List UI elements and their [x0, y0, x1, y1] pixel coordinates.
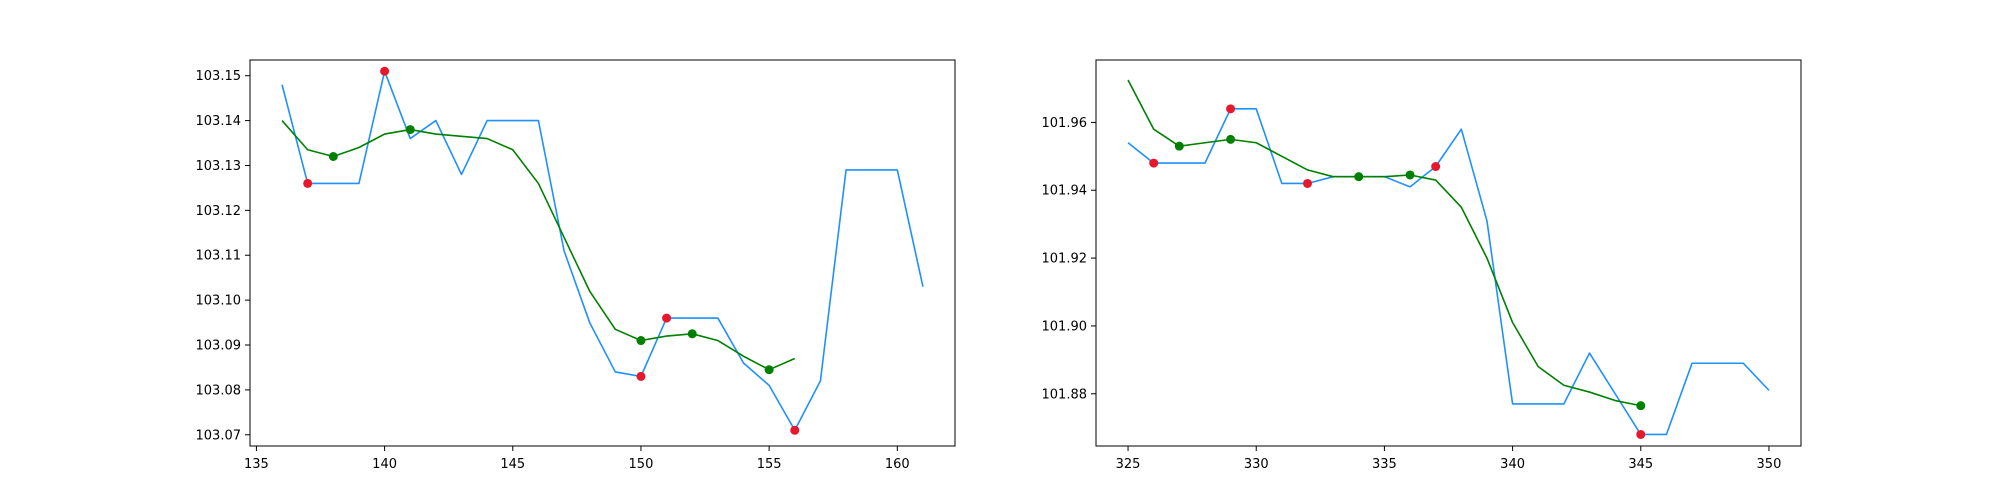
- x-tick-label: 350: [1757, 457, 1782, 472]
- red-marker-point: [1636, 429, 1646, 439]
- red-marker-point: [790, 425, 800, 435]
- green-marker-point: [405, 125, 415, 135]
- y-tick-label: 103.11: [196, 249, 242, 264]
- x-tick-label: 145: [500, 457, 525, 472]
- x-tick-label: 330: [1244, 457, 1269, 472]
- x-tick-label: 150: [629, 457, 654, 472]
- x-tick-label: 160: [885, 457, 910, 472]
- x-tick-label: 135: [244, 457, 269, 472]
- x-tick-label: 155: [757, 457, 782, 472]
- green-marker-point: [1636, 401, 1646, 411]
- y-tick-label: 101.92: [1042, 252, 1088, 267]
- price-line: [281, 70, 924, 432]
- red-marker-point: [636, 371, 646, 381]
- green-marker-point: [636, 336, 646, 346]
- y-tick-label: 103.08: [196, 383, 242, 398]
- red-marker-point: [380, 66, 390, 76]
- y-tick-label: 101.96: [1042, 116, 1088, 131]
- y-tick-label: 103.12: [196, 204, 242, 219]
- y-tick-label: 103.13: [196, 159, 242, 174]
- green-marker-point: [328, 152, 338, 161]
- green-marker-point: [764, 365, 774, 375]
- y-tick-label: 103.07: [196, 428, 242, 443]
- green-marker-point: [1354, 172, 1364, 182]
- x-tick-label: 345: [1628, 457, 1653, 472]
- green-marker-point: [1405, 170, 1415, 180]
- red-marker-point: [1431, 162, 1441, 172]
- x-tick-label: 340: [1500, 457, 1525, 472]
- axes-frame: [1095, 59, 1802, 447]
- smoothed-line: [281, 120, 796, 371]
- green-marker-point: [687, 329, 697, 339]
- red-marker-point: [662, 313, 672, 323]
- y-tick-label: 101.94: [1042, 184, 1088, 199]
- red-marker-point: [1226, 104, 1236, 114]
- x-tick-label: 325: [1116, 457, 1141, 472]
- red-marker-point: [1303, 178, 1312, 188]
- smoothed-line: [1127, 79, 1641, 407]
- green-marker-point: [1174, 141, 1184, 151]
- red-marker-point: [1149, 158, 1159, 168]
- y-tick-label: 101.90: [1042, 319, 1088, 334]
- y-tick-label: 101.88: [1042, 387, 1088, 402]
- red-marker-point: [303, 178, 313, 188]
- x-tick-label: 335: [1372, 457, 1397, 472]
- y-tick-label: 103.10: [196, 294, 242, 309]
- green-marker-point: [1226, 134, 1236, 144]
- x-tick-label: 140: [372, 457, 397, 472]
- right-chart: 325 330 335 340 345 350 101.88 101.90 101.92 101.…: [1042, 59, 1802, 472]
- y-tick-label: 103.14: [196, 114, 242, 129]
- axes-frame: [249, 59, 956, 447]
- left-chart: 135 140 145 150 155 160 103.07 103.08 103.09 103.…: [196, 59, 956, 472]
- y-tick-label: 103.15: [196, 69, 242, 84]
- y-tick-label: 103.09: [196, 339, 242, 354]
